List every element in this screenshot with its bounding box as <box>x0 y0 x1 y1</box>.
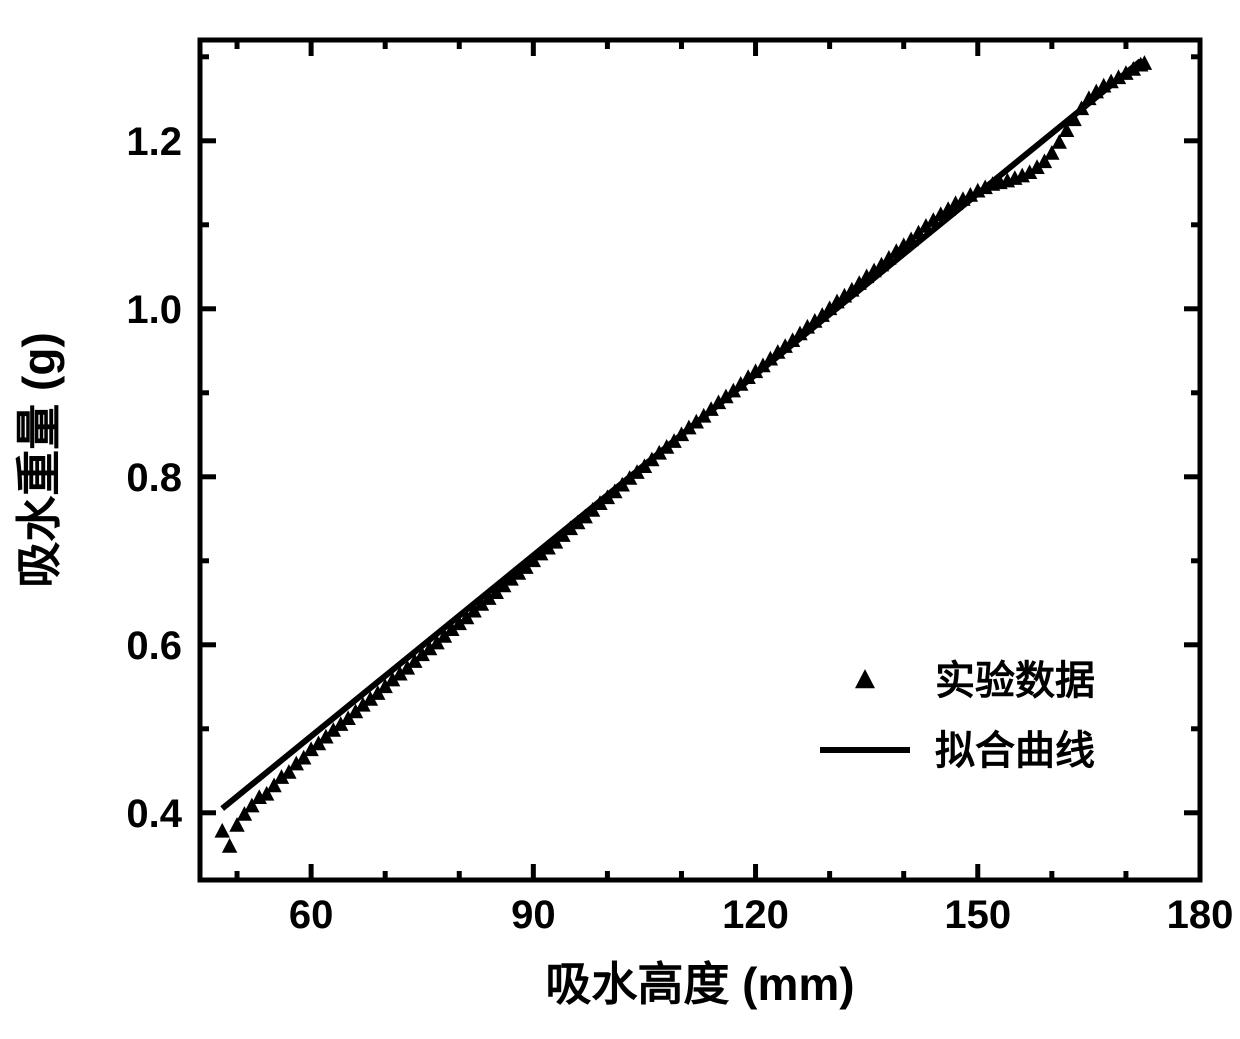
y-axis-label: 吸水重量 (g) <box>13 332 65 588</box>
legend-label-fit: 拟合曲线 <box>935 729 1095 773</box>
legend-marker-triangle-icon <box>855 669 875 688</box>
y-tick-label: 1.2 <box>126 120 182 164</box>
x-tick-label: 180 <box>1167 893 1234 937</box>
legend-label-experimental: 实验数据 <box>935 659 1095 703</box>
x-tick-label: 120 <box>722 893 789 937</box>
data-point <box>222 838 237 853</box>
y-tick-label: 0.6 <box>126 624 182 668</box>
chart-svg: 60 90 120 150 180 0.4 0.6 0.8 1.0 1.2 吸水高度 (mm) 吸水重… <box>0 0 1240 1039</box>
x-axis-label: 吸水高度 (mm) <box>545 958 854 1010</box>
chart-container: 60 90 120 150 180 0.4 0.6 0.8 1.0 1.2 吸水高度 (mm) 吸水重… <box>0 0 1240 1039</box>
data-point <box>215 823 230 838</box>
y-tick-label: 1.0 <box>126 288 182 332</box>
y-tick-label: 0.4 <box>126 792 182 836</box>
x-tick-label: 150 <box>944 893 1011 937</box>
x-tick-label: 60 <box>289 893 334 937</box>
y-tick-label: 0.8 <box>126 456 182 500</box>
x-tick-label: 90 <box>511 893 556 937</box>
